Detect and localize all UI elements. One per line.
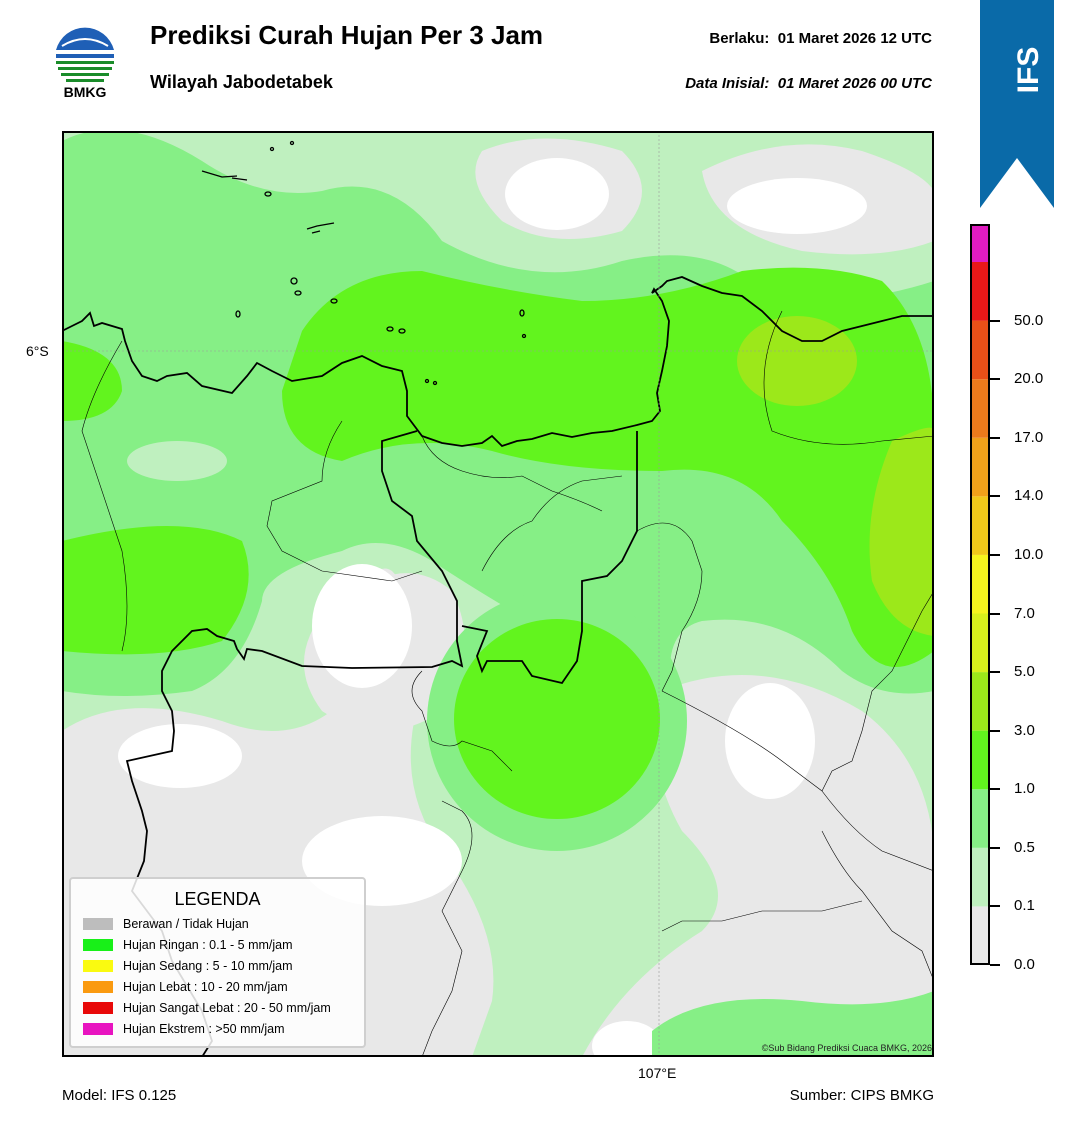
rain-band-3-5 [737,316,857,406]
colorbar-tick-label: 17.0 [1014,428,1044,446]
colorbar-segment [970,847,990,907]
colorbar-segment [970,554,990,614]
colorbar-tick [990,553,1000,556]
legend-item: Berawan / Tidak Hujan [83,916,249,932]
colorbar [970,224,990,965]
colorbar-tick [990,612,1000,615]
colorbar-tick [990,378,1000,381]
colorbar-tick [990,495,1000,498]
legend-item: Hujan Lebat : 10 - 20 mm/jam [83,979,288,995]
valid-value: 01 Maret 2026 12 UTC [777,30,932,47]
valid-time: Berlaku: 01 Maret 2026 12 UTC [709,30,932,47]
colorbar-tick-label: 10.0 [1014,545,1044,563]
colorbar-segment [970,320,990,380]
rain-band-heavy [62,526,249,655]
colorbar-segment [970,379,990,438]
colorbar-segment [970,496,990,555]
rain-band-heavy [454,619,660,819]
colorbar-tick-label: 0.5 [1014,838,1035,856]
model-label: Model: IFS 0.125 [62,1087,177,1104]
zero-rain-spot [312,564,412,688]
legend-label: Berawan / Tidak Hujan [123,917,249,931]
legend-swatch [83,1002,113,1014]
rain-band-heavy [62,341,122,421]
legend-label: Hujan Ringan : 0.1 - 5 mm/jam [123,938,293,952]
colorbar-tick-label: 5.0 [1014,663,1035,681]
source-label: Sumber: CIPS BMKG [789,1087,934,1104]
legend-item: Hujan Sedang : 5 - 10 mm/jam [83,958,293,974]
rain-band-3-5 [869,427,934,636]
province-border [125,430,464,1057]
colorbar-tick-label: 50.0 [1014,311,1044,329]
colorbar-tick-label: 7.0 [1014,604,1035,622]
legend-title: LEGENDA [174,889,261,909]
zero-rain-spot [592,1021,662,1057]
legend-label: Hujan Ekstrem : >50 mm/jam [123,1022,285,1036]
colorbar-segment [970,437,990,497]
colorbar-tick-label: 3.0 [1014,721,1035,739]
colorbar-tick [990,846,1000,849]
colorbar-segment [970,789,990,848]
colorbar-tick [990,671,1000,674]
lat-label: 6°S [26,343,49,359]
colorbar-tick-label: 20.0 [1014,370,1044,388]
zero-rain-spot [725,683,815,799]
logo-text: BMKG [63,84,107,100]
page-subtitle: Wilayah Jabodetabek [150,72,333,92]
legend-label: Hujan Sangat Lebat : 20 - 50 mm/jam [123,1001,331,1015]
legend-label: Hujan Sedang : 5 - 10 mm/jam [123,959,293,973]
legend-item: Hujan Ekstrem : >50 mm/jam [83,1021,285,1037]
colorbar-tick-label: 14.0 [1014,487,1044,505]
colorbar-tick-label: 0.1 [1014,897,1035,915]
map-credit: ©Sub Bidang Prediksi Cuaca BMKG, 2026 [761,1043,932,1053]
ifs-ribbon: IFS [980,0,1054,208]
legend-swatch [83,939,113,951]
init-time: Data Inisial: 01 Maret 2026 00 UTC [685,75,932,92]
init-label: Data Inisial: [685,75,770,92]
district-borders [81,310,934,1057]
colorbar-tick [990,729,1000,732]
colorbar-segment [970,906,990,965]
islands [201,140,527,386]
colorbar-tick [990,436,1000,439]
lon-label: 107°E [638,1065,677,1081]
colorbar-segment [970,613,990,673]
init-value: 01 Maret 2026 00 UTC [777,75,932,92]
colorbar-border [970,224,990,965]
colorbar-segment [970,224,990,262]
legend-label: Hujan Lebat : 10 - 20 mm/jam [123,980,288,994]
zero-rain-spot [727,178,867,234]
legend-swatch [83,918,113,930]
coastline [62,276,934,448]
legend-item: Hujan Sangat Lebat : 20 - 50 mm/jam [83,1000,331,1016]
bmkg-logo [55,26,115,86]
ribbon-text: IFS [1012,47,1045,94]
page-title: Prediksi Curah Hujan Per 3 Jam [150,20,544,50]
zero-rain-spot [505,158,609,230]
colorbar-tick [990,319,1000,322]
legend-swatch [83,1023,113,1035]
colorbar-tick-label: 0.0 [1014,956,1035,973]
zero-rain-spot [118,724,242,788]
legend-item: Hujan Ringan : 0.1 - 5 mm/jam [83,937,293,953]
legend: LEGENDA Berawan / Tidak Hujan Hujan Ring… [69,877,366,1048]
province-border [461,431,638,685]
colorbar-tick [990,964,1000,966]
colorbar-tick [990,905,1000,908]
legend-swatch [83,960,113,972]
rain-band-moderate [652,991,934,1057]
rain-band-light [127,441,227,481]
valid-label: Berlaku: [709,30,770,47]
legend-swatch [83,981,113,993]
colorbar-segment [970,672,990,731]
colorbar-tick-label: 1.0 [1014,780,1035,798]
colorbar-segment [970,262,990,321]
map-border [62,131,934,1057]
colorbar-tick [990,788,1000,791]
colorbar-segment [970,730,990,790]
